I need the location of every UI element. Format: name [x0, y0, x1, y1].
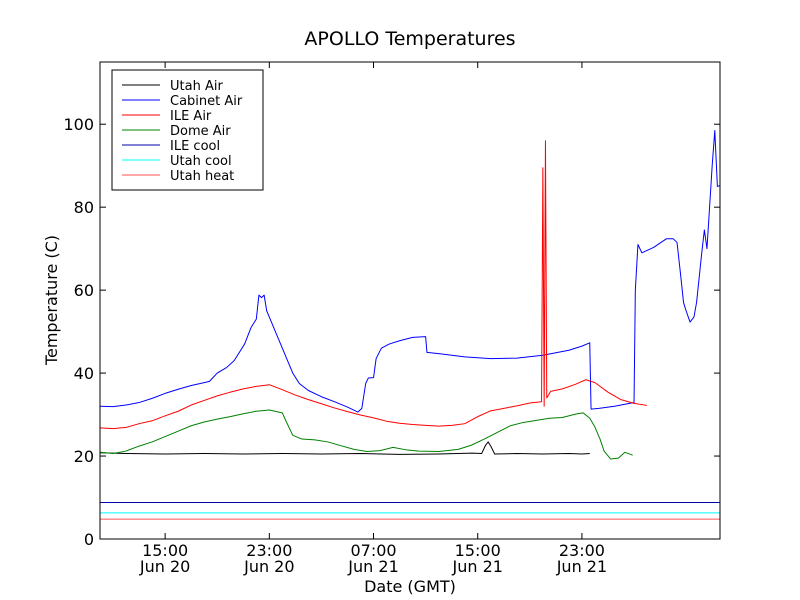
legend-label-ile-cool: ILE cool: [170, 139, 220, 154]
legend-label-cabinet-air: Cabinet Air: [170, 94, 243, 109]
x-tick-date-4: Jun 21: [556, 557, 607, 576]
plot-frame: [99, 61, 721, 540]
series-line-dome-air: [100, 409, 633, 460]
chart-title: APOLLO Temperatures: [304, 28, 515, 50]
y-tick-label-0: 0: [84, 530, 94, 549]
legend-label-utah-heat: Utah heat: [170, 169, 234, 184]
x-tick-date-1: Jun 20: [243, 557, 294, 576]
x-tick-date-0: Jun 20: [139, 557, 190, 576]
x-tick-time-4: 23:00: [559, 541, 605, 560]
x-tick-time-1: 23:00: [246, 541, 292, 560]
y-axis-label: Temperature (C): [42, 235, 61, 366]
x-tick-time-0: 15:00: [142, 541, 188, 560]
legend-label-dome-air: Dome Air: [170, 124, 231, 139]
series-line-cabinet-air: [100, 129, 720, 413]
legend-label-utah-cool: Utah cool: [170, 154, 232, 169]
series-layer: [100, 129, 720, 520]
y-tick-label-60: 60: [74, 281, 94, 300]
legend-label-utah-air: Utah Air: [170, 79, 223, 94]
series-line-utah-air: [100, 441, 590, 455]
y-axis: 0 20 40 60 80 100: [63, 115, 720, 549]
x-tick-date-3: Jun 21: [452, 557, 503, 576]
y-tick-label-80: 80: [74, 198, 94, 217]
y-tick-label-40: 40: [74, 364, 94, 383]
series-line-ile-air: [100, 140, 648, 430]
x-tick-time-3: 15:00: [455, 541, 501, 560]
y-tick-label-20: 20: [74, 447, 94, 466]
legend-label-ile-air: ILE Air: [170, 109, 212, 124]
x-tick-time-2: 07:00: [350, 541, 396, 560]
x-tick-date-2: Jun 21: [347, 557, 398, 576]
x-axis-label: Date (GMT): [364, 577, 456, 596]
y-tick-label-100: 100: [63, 115, 94, 134]
